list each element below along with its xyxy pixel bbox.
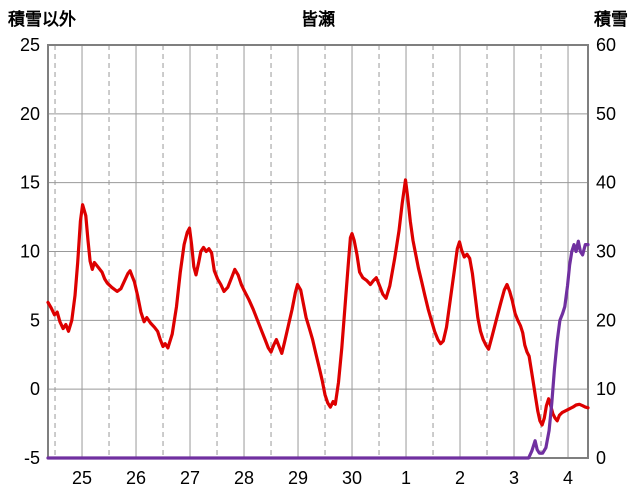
x-axis-day-label: 27 [180, 468, 200, 488]
x-axis-day-label: 4 [563, 468, 573, 488]
right-axis-tick-label: 30 [596, 242, 616, 262]
x-axis-day-label: 3 [509, 468, 519, 488]
left-axis-tick-label: 0 [30, 379, 40, 399]
left-axis-tick-label: -5 [24, 448, 40, 468]
gridlines [48, 44, 588, 459]
left-axis-title: 積雪以外 [8, 10, 76, 29]
right-axis-tick-label: 20 [596, 310, 616, 330]
x-axis-day-label: 26 [126, 468, 146, 488]
left-axis-tick-label: 15 [20, 173, 40, 193]
left-axis-tick-label: 10 [20, 242, 40, 262]
x-axis-day-label: 28 [234, 468, 254, 488]
left-axis-tick-label: 25 [20, 35, 40, 55]
temperature-line [46, 178, 590, 427]
x-axis-day-label: 2 [455, 468, 465, 488]
right-axis-tick-label: 0 [596, 448, 606, 468]
right-axis-tick-label: 40 [596, 173, 616, 193]
snow-depth-line [46, 239, 590, 460]
right-axis-tick-label: 10 [596, 379, 616, 399]
right-axis-title: 積雪 [594, 10, 628, 29]
x-axis-day-label: 25 [72, 468, 92, 488]
right-axis-tick-label: 50 [596, 104, 616, 124]
x-axis-day-label: 30 [342, 468, 362, 488]
x-axis-day-label: 29 [288, 468, 308, 488]
right-axis-tick-label: 60 [596, 35, 616, 55]
x-axis-day-label: 1 [401, 468, 411, 488]
chart-title: 皆瀬 [301, 10, 335, 29]
left-axis-tick-label: 5 [30, 310, 40, 330]
left-axis-tick-label: 20 [20, 104, 40, 124]
